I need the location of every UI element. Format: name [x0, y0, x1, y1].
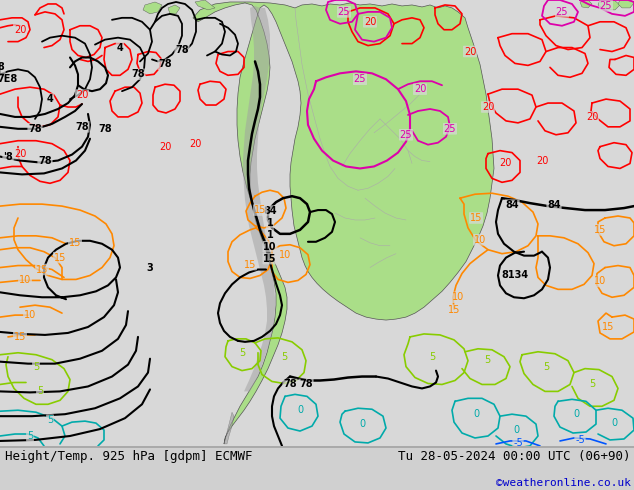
Text: 78: 78 — [38, 155, 52, 166]
Text: 10: 10 — [24, 310, 36, 320]
Text: 15: 15 — [244, 260, 256, 270]
Text: 15: 15 — [448, 305, 460, 315]
Text: 20: 20 — [586, 112, 598, 122]
Text: 20: 20 — [189, 139, 201, 148]
Polygon shape — [618, 0, 634, 8]
Text: 78: 78 — [283, 379, 297, 390]
Text: 20: 20 — [14, 148, 26, 159]
Text: 20: 20 — [158, 142, 171, 151]
Text: 78: 78 — [75, 122, 89, 132]
Text: 78: 78 — [131, 69, 145, 79]
Polygon shape — [224, 412, 234, 444]
Text: 5: 5 — [239, 348, 245, 358]
Text: 0: 0 — [573, 409, 579, 419]
Text: 78: 78 — [175, 45, 189, 54]
Text: 25: 25 — [444, 124, 456, 134]
Text: 0: 0 — [297, 405, 303, 415]
Polygon shape — [580, 0, 592, 8]
Text: 5: 5 — [33, 362, 39, 371]
Text: 10: 10 — [594, 276, 606, 287]
Text: '8: '8 — [0, 62, 5, 73]
Polygon shape — [168, 5, 180, 14]
Text: 20: 20 — [76, 90, 88, 100]
Text: 10: 10 — [452, 292, 464, 302]
Text: 25: 25 — [400, 130, 412, 140]
Text: 0: 0 — [611, 418, 617, 428]
Text: 0: 0 — [513, 425, 519, 435]
Text: 78: 78 — [299, 379, 313, 390]
Text: 20: 20 — [536, 155, 548, 166]
Text: 20: 20 — [464, 47, 476, 56]
Polygon shape — [195, 0, 215, 10]
Text: 15: 15 — [263, 254, 277, 264]
Text: 4: 4 — [47, 94, 53, 104]
Text: 20: 20 — [499, 158, 511, 169]
Text: 10: 10 — [474, 235, 486, 245]
Text: 5: 5 — [281, 352, 287, 362]
Text: 10: 10 — [279, 250, 291, 260]
Text: 15: 15 — [470, 213, 482, 223]
Text: 5: 5 — [37, 387, 43, 396]
Text: 10: 10 — [19, 275, 31, 285]
Text: 15: 15 — [69, 238, 81, 248]
Text: 78: 78 — [158, 59, 172, 70]
Text: 20: 20 — [482, 102, 494, 112]
Text: 25: 25 — [338, 7, 350, 17]
Text: -5: -5 — [513, 438, 523, 448]
Text: 78: 78 — [28, 124, 42, 134]
Polygon shape — [243, 6, 275, 392]
Text: 5: 5 — [47, 415, 53, 425]
Text: 5: 5 — [429, 352, 435, 362]
Text: 5: 5 — [589, 379, 595, 390]
Text: 20: 20 — [414, 84, 426, 94]
Text: 8134: 8134 — [501, 270, 529, 280]
Text: 0: 0 — [359, 419, 365, 429]
Text: 20: 20 — [364, 17, 376, 27]
Text: 1: 1 — [267, 230, 273, 240]
Text: ©weatheronline.co.uk: ©weatheronline.co.uk — [496, 478, 631, 488]
Polygon shape — [143, 2, 162, 14]
Text: 15: 15 — [54, 253, 66, 263]
Text: -5: -5 — [575, 435, 585, 445]
Text: 15: 15 — [254, 205, 266, 215]
Text: 25: 25 — [556, 7, 568, 17]
Text: 84: 84 — [505, 200, 519, 210]
Text: Height/Temp. 925 hPa [gdpm] ECMWF: Height/Temp. 925 hPa [gdpm] ECMWF — [5, 450, 252, 463]
Text: 84: 84 — [263, 206, 277, 216]
Text: 15: 15 — [594, 225, 606, 235]
Text: 0: 0 — [473, 409, 479, 419]
Text: '8: '8 — [3, 151, 13, 162]
Text: 5: 5 — [27, 431, 33, 441]
Text: 4: 4 — [117, 43, 124, 52]
Text: 1: 1 — [267, 218, 273, 228]
Text: 20: 20 — [14, 24, 26, 35]
Text: 3: 3 — [146, 263, 153, 272]
Text: 5: 5 — [484, 355, 490, 365]
Text: 84: 84 — [547, 200, 561, 210]
Text: 25: 25 — [354, 74, 366, 84]
Text: 15: 15 — [14, 332, 26, 342]
Text: 78: 78 — [98, 124, 112, 134]
Text: 25: 25 — [600, 1, 612, 11]
Polygon shape — [193, 2, 494, 444]
Text: 7E8: 7E8 — [0, 74, 18, 84]
Polygon shape — [598, 0, 620, 10]
Text: Tu 28-05-2024 00:00 UTC (06+90): Tu 28-05-2024 00:00 UTC (06+90) — [398, 450, 631, 463]
Text: 5: 5 — [543, 362, 549, 371]
Text: 15: 15 — [36, 265, 48, 274]
Text: 10: 10 — [263, 242, 277, 252]
Text: 15: 15 — [602, 322, 614, 332]
